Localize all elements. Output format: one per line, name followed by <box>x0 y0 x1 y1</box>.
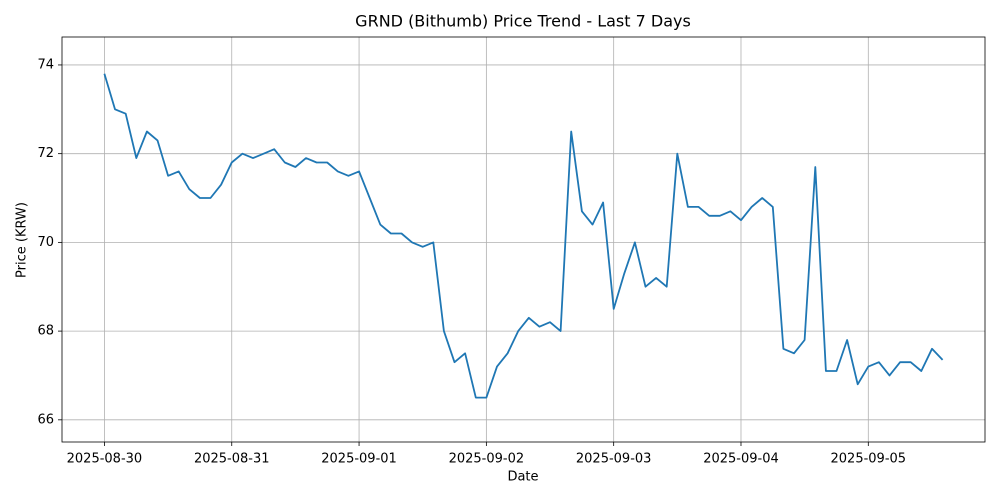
price-line <box>103 73 944 399</box>
y-tick-label: 68 <box>37 324 54 339</box>
chart-title: GRND (Bithumb) Price Trend - Last 7 Days <box>355 12 691 31</box>
x-tick-label: 2025-09-05 <box>831 452 907 467</box>
x-tick-label: 2025-09-01 <box>321 452 397 467</box>
x-tick-label: 2025-09-02 <box>449 452 525 467</box>
x-tick-label: 2025-08-30 <box>67 452 143 467</box>
x-tick-label: 2025-09-03 <box>576 452 652 467</box>
plot-frame <box>61 36 986 443</box>
y-tick-label: 72 <box>37 146 54 161</box>
y-tick-label: 74 <box>37 57 54 72</box>
x-tick-label: 2025-09-04 <box>703 452 779 467</box>
y-tick-label: 66 <box>37 412 54 427</box>
y-tick-label: 70 <box>37 235 54 250</box>
y-axis-label: Price (KRW) <box>15 202 30 278</box>
x-tick-label: 2025-08-31 <box>194 452 270 467</box>
x-axis-label: Date <box>507 470 538 485</box>
